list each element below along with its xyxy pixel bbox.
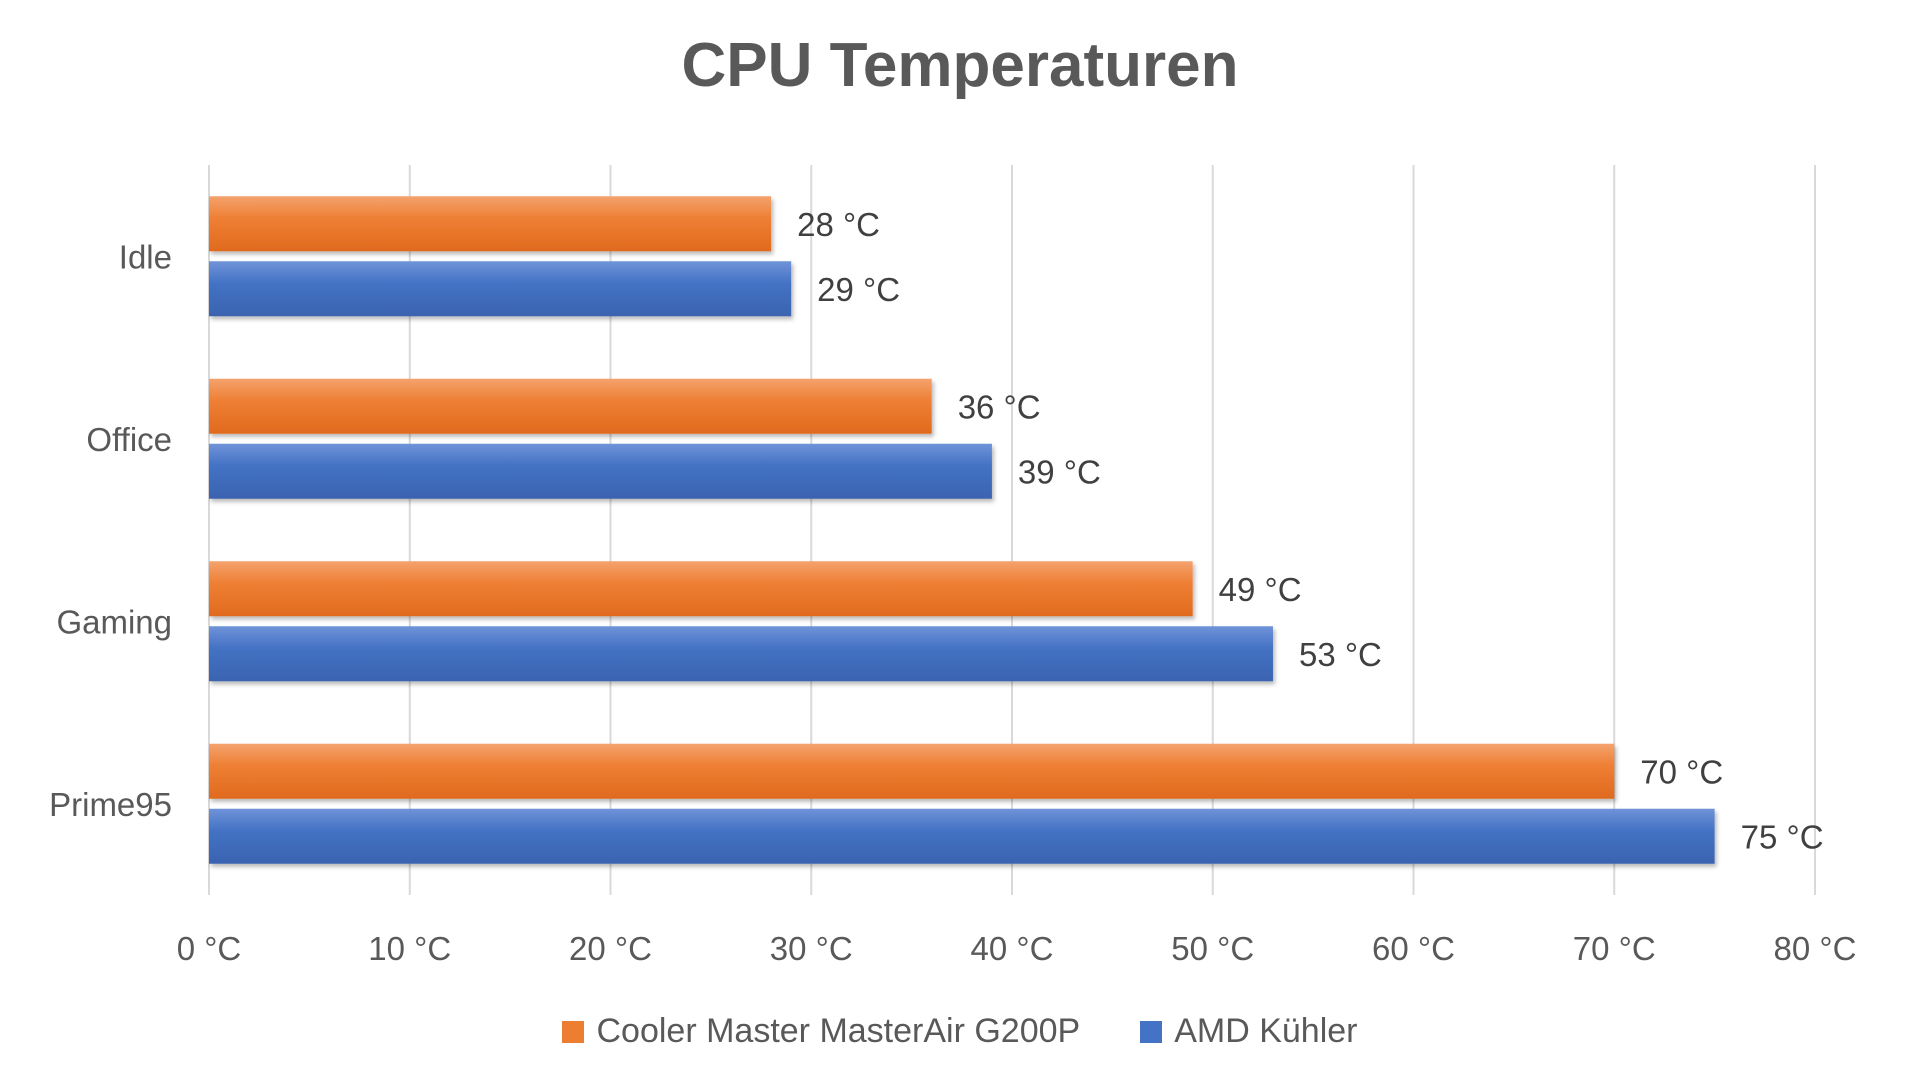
data-label-gaming-series-0: 49 °C	[1219, 571, 1302, 608]
data-label-office-series-1: 39 °C	[1018, 453, 1101, 490]
bar-prime95-series-0	[209, 743, 1615, 799]
x-tick-label-70: 70 °C	[1573, 930, 1656, 967]
category-labels: Idle Office Gaming Prime95	[49, 238, 172, 823]
bar-idle-series-0	[209, 196, 772, 252]
bar-office-series-0	[209, 378, 932, 434]
category-label-idle: Idle	[119, 238, 172, 275]
data-label-prime95-series-1: 75 °C	[1741, 818, 1824, 855]
data-label-idle-series-1: 29 °C	[817, 271, 900, 308]
legend-item-amd: AMD Kühler	[1140, 1012, 1358, 1051]
bar-idle-series-1	[209, 261, 792, 317]
legend-label-amd: AMD Kühler	[1174, 1012, 1358, 1050]
x-tick-label-30: 30 °C	[770, 930, 853, 967]
legend-swatch-amd	[1140, 1020, 1163, 1043]
category-label-gaming: Gaming	[56, 603, 172, 640]
x-tick-label-20: 20 °C	[569, 930, 652, 967]
chart-title: CPU Temperaturen	[681, 31, 1239, 100]
legend-item-cooler-master: Cooler Master MasterAir G200P	[562, 1012, 1080, 1051]
x-tick-label-10: 10 °C	[368, 930, 451, 967]
data-labels: 28 °C 29 °C 36 °C 39 °C 49 °C 53 °C 70 °C 75 °C	[797, 206, 1823, 856]
x-tick-label-50: 50 °C	[1171, 930, 1254, 967]
category-label-office: Office	[86, 421, 172, 458]
bars	[209, 196, 1715, 864]
x-tick-label-0: 0 °C	[177, 930, 242, 967]
bar-prime95-series-1	[209, 808, 1715, 864]
bar-gaming-series-0	[209, 561, 1193, 617]
category-label-prime95: Prime95	[49, 786, 172, 823]
x-tick-label-80: 80 °C	[1774, 930, 1857, 967]
legend-swatch-cooler-master	[562, 1020, 585, 1043]
data-label-gaming-series-1: 53 °C	[1299, 636, 1382, 673]
legend-label-cooler-master: Cooler Master MasterAir G200P	[596, 1012, 1081, 1050]
x-tick-label-60: 60 °C	[1372, 930, 1455, 967]
data-label-office-series-0: 36 °C	[958, 388, 1041, 425]
bar-gaming-series-1	[209, 626, 1273, 682]
x-tick-label-40: 40 °C	[971, 930, 1054, 967]
data-label-prime95-series-0: 70 °C	[1640, 753, 1723, 790]
bar-office-series-1	[209, 443, 992, 499]
data-label-idle-series-0: 28 °C	[797, 206, 880, 243]
x-tick-labels: 0 °C 10 °C 20 °C 30 °C 40 °C 50 °C 60 °C 70 °C 8…	[177, 930, 1857, 967]
legend: Cooler Master MasterAir G200P AMD Kühler	[0, 1012, 1920, 1051]
